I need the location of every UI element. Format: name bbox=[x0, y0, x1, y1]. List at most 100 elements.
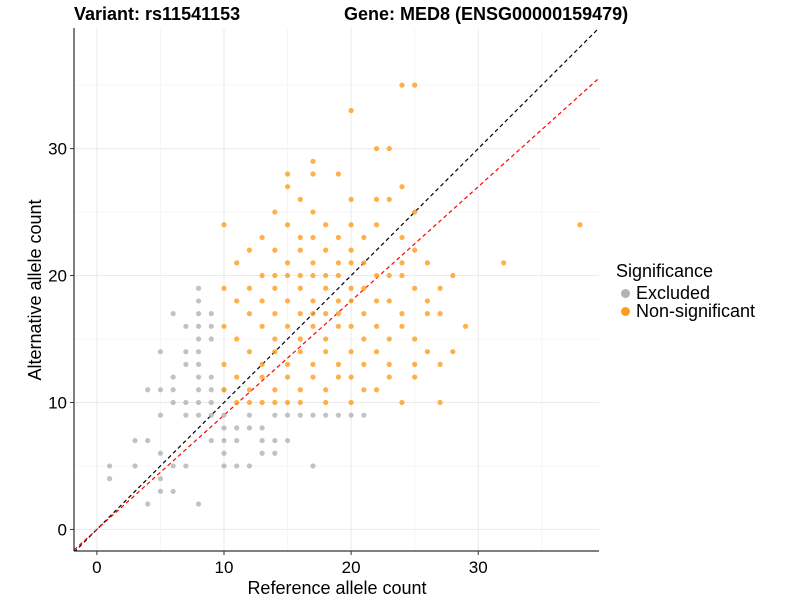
point-non-significant bbox=[259, 272, 265, 279]
point-non-significant bbox=[412, 82, 418, 88]
point-non-significant bbox=[335, 234, 342, 241]
x-axis-title: Reference allele count bbox=[247, 578, 426, 598]
point-excluded bbox=[195, 399, 202, 406]
point-non-significant bbox=[361, 260, 367, 266]
point-excluded bbox=[284, 437, 291, 444]
point-non-significant bbox=[284, 171, 291, 177]
point-excluded bbox=[183, 412, 189, 418]
point-excluded bbox=[106, 476, 113, 482]
point-excluded bbox=[157, 412, 164, 418]
point-non-significant bbox=[437, 285, 443, 291]
point-non-significant bbox=[284, 272, 291, 279]
point-excluded bbox=[221, 463, 227, 469]
point-non-significant bbox=[335, 272, 342, 279]
point-non-significant bbox=[284, 323, 291, 329]
point-non-significant bbox=[310, 298, 316, 304]
variant-title: Variant: rs11541153 bbox=[74, 4, 241, 24]
point-excluded bbox=[284, 412, 291, 418]
point-non-significant bbox=[424, 349, 430, 355]
point-excluded bbox=[195, 285, 202, 291]
point-excluded bbox=[272, 412, 278, 418]
point-non-significant bbox=[424, 311, 430, 317]
point-excluded bbox=[221, 437, 227, 444]
point-non-significant bbox=[373, 222, 380, 228]
point-non-significant bbox=[259, 399, 265, 406]
point-non-significant bbox=[297, 311, 303, 317]
point-non-significant bbox=[386, 336, 392, 342]
point-non-significant bbox=[272, 311, 278, 317]
point-excluded bbox=[310, 463, 316, 469]
point-excluded bbox=[221, 412, 227, 418]
point-non-significant bbox=[348, 399, 354, 406]
legend-label-excluded: Excluded bbox=[636, 282, 711, 303]
point-non-significant bbox=[234, 336, 240, 342]
point-non-significant bbox=[221, 361, 227, 367]
point-excluded bbox=[106, 463, 113, 469]
point-excluded bbox=[234, 425, 240, 431]
point-excluded bbox=[183, 463, 189, 469]
point-non-significant bbox=[297, 272, 303, 279]
point-non-significant bbox=[361, 234, 367, 241]
point-non-significant bbox=[386, 298, 392, 304]
point-excluded bbox=[157, 387, 164, 393]
point-non-significant bbox=[335, 311, 342, 317]
point-non-significant bbox=[373, 298, 380, 304]
point-non-significant bbox=[386, 145, 392, 152]
point-excluded bbox=[132, 437, 138, 444]
point-non-significant bbox=[323, 349, 329, 355]
axes bbox=[73, 28, 599, 552]
x-tick-label: 0 bbox=[92, 558, 101, 577]
point-non-significant bbox=[259, 374, 265, 380]
point-non-significant bbox=[323, 399, 329, 406]
point-non-significant bbox=[310, 374, 316, 380]
point-non-significant bbox=[399, 311, 405, 317]
point-non-significant bbox=[373, 272, 380, 279]
point-non-significant bbox=[259, 361, 265, 367]
point-non-significant bbox=[272, 247, 278, 253]
data-points bbox=[106, 82, 583, 507]
point-non-significant bbox=[501, 260, 507, 266]
point-excluded bbox=[170, 374, 176, 380]
point-non-significant bbox=[284, 298, 291, 304]
y-axis-title: Alternative allele count bbox=[25, 199, 45, 380]
point-non-significant bbox=[373, 387, 380, 393]
point-non-significant bbox=[272, 285, 278, 291]
reference-lines bbox=[74, 28, 599, 551]
point-non-significant bbox=[246, 247, 253, 253]
point-excluded bbox=[208, 387, 214, 393]
point-excluded bbox=[195, 336, 202, 342]
point-excluded bbox=[195, 387, 202, 393]
point-excluded bbox=[183, 323, 189, 329]
point-non-significant bbox=[310, 323, 316, 329]
point-non-significant bbox=[284, 399, 291, 406]
point-non-significant bbox=[323, 311, 329, 317]
point-non-significant bbox=[412, 285, 418, 291]
point-excluded bbox=[259, 450, 265, 456]
point-non-significant bbox=[323, 336, 329, 342]
point-excluded bbox=[195, 349, 202, 355]
point-non-significant bbox=[310, 361, 316, 367]
point-non-significant bbox=[412, 209, 418, 215]
point-non-significant bbox=[272, 399, 278, 406]
point-excluded bbox=[234, 437, 240, 444]
point-non-significant bbox=[577, 222, 583, 228]
point-non-significant bbox=[310, 260, 316, 266]
point-non-significant bbox=[259, 323, 265, 329]
point-excluded bbox=[170, 387, 176, 393]
point-excluded bbox=[361, 412, 367, 418]
point-excluded bbox=[157, 488, 164, 494]
point-non-significant bbox=[221, 323, 227, 329]
point-non-significant bbox=[399, 272, 405, 279]
point-non-significant bbox=[310, 209, 316, 215]
tick-labels: 0 10 20 30 0 10 20 30 bbox=[48, 140, 488, 577]
point-non-significant bbox=[297, 399, 303, 406]
point-non-significant bbox=[297, 234, 303, 241]
legend-item-excluded: Excluded bbox=[616, 282, 755, 303]
point-non-significant bbox=[272, 272, 278, 279]
point-excluded bbox=[183, 399, 189, 406]
point-excluded bbox=[323, 412, 329, 418]
point-non-significant bbox=[386, 361, 392, 367]
point-excluded bbox=[195, 374, 202, 380]
point-non-significant bbox=[297, 285, 303, 291]
point-excluded bbox=[208, 437, 214, 444]
